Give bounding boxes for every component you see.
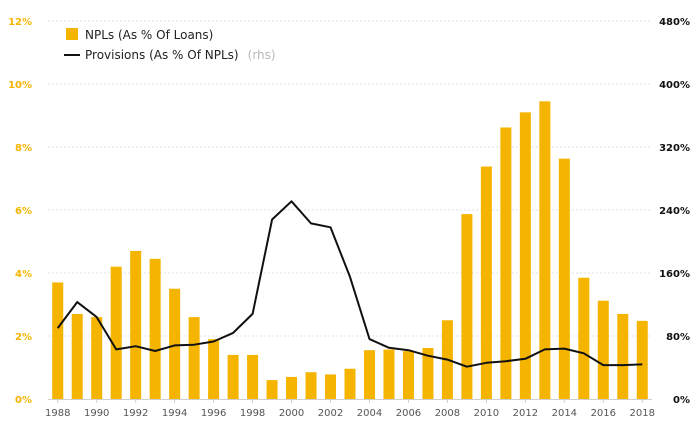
x-tick-label: 2000	[279, 408, 304, 419]
npl-bar-2000	[286, 376, 298, 399]
y-right-tick-label: 160%	[659, 269, 690, 280]
npl-bar-2017	[617, 313, 629, 399]
y-right-tick-label: 400%	[659, 80, 690, 91]
legend-label-npls: NPLs (As % Of Loans)	[85, 28, 213, 42]
legend-label-provisions-row: Provisions (As % Of NPLs) (rhs)	[85, 44, 276, 63]
npl-bar-2001	[305, 372, 317, 399]
npl-bar-1995	[188, 317, 200, 399]
npl-bar-1989	[71, 313, 83, 399]
npl-bar-1996	[208, 339, 220, 399]
y-right-tick-label: 480%	[659, 17, 690, 28]
npl-bar-2007	[422, 347, 434, 399]
npl-bar-2012	[519, 112, 531, 399]
npl-bar-2010	[480, 166, 492, 399]
y-left-tick-label: 0%	[15, 395, 32, 406]
y-left-tick-label: 10%	[8, 80, 32, 91]
npl-bar-1997	[227, 354, 239, 399]
grid-lines	[48, 20, 652, 337]
npl-bar-2015	[578, 277, 590, 399]
x-tick-label: 2008	[435, 408, 460, 419]
npl-bar-1988	[52, 282, 64, 399]
y-left-tick-label: 2%	[15, 332, 32, 343]
x-tick-label: 1998	[240, 408, 265, 419]
npl-bar-1999	[266, 380, 278, 399]
npl-bar-2011	[500, 127, 512, 399]
x-tick-label: 1992	[123, 408, 148, 419]
npl-bar-1998	[247, 354, 259, 399]
x-tick-label: 2012	[513, 408, 538, 419]
legend-label-provisions: Provisions (As % Of NPLs)	[85, 48, 239, 62]
npl-bar-1994	[169, 288, 181, 399]
npl-bar-1991	[110, 266, 122, 399]
legend-swatch-npls	[66, 28, 78, 40]
x-tick-label: 2018	[630, 408, 655, 419]
provisions-line-group	[56, 200, 643, 368]
npl-bar-1993	[149, 258, 161, 399]
y-left-tick-label: 6%	[15, 206, 32, 217]
npl-bar-2004	[363, 350, 375, 399]
y-right-tick-label: 240%	[659, 206, 690, 217]
x-tick-label: 2014	[552, 408, 577, 419]
y-right-tick-label: 0%	[673, 395, 690, 406]
x-tick-label: 2016	[591, 408, 616, 419]
y-left-tick-label: 4%	[15, 269, 32, 280]
npl-bar-2002	[325, 374, 337, 399]
provisions-line	[56, 200, 643, 368]
npl-bar-2006	[402, 351, 414, 399]
x-tick-label: 2010	[474, 408, 499, 419]
legend: NPLs (As % Of Loans) Provisions (As % Of…	[64, 28, 276, 63]
npl-bars	[52, 101, 648, 399]
x-tick-label: 2006	[396, 408, 421, 419]
legend-label-rhs: (rhs)	[248, 48, 276, 62]
y-right-tick-label: 80%	[666, 332, 690, 343]
npl-bar-2013	[539, 101, 551, 399]
x-tick-label: 2004	[357, 408, 382, 419]
npl-bar-2009	[461, 214, 473, 399]
y-right-tick-label: 320%	[659, 143, 690, 154]
npl-bar-2014	[558, 158, 570, 399]
npl-bar-1990	[91, 317, 103, 399]
npl-bar-2018	[636, 320, 648, 399]
axes: 0% 2% 4% 6% 8% 10% 12% 0% 80% 160% 240% 320% 400% 480…	[8, 17, 690, 419]
y-left-tick-label: 8%	[15, 143, 32, 154]
y-left-tick-label: 12%	[8, 17, 32, 28]
x-tick-label: 1996	[201, 408, 226, 419]
npl-bar-2016	[597, 300, 609, 399]
npl-bar-2005	[383, 349, 395, 399]
x-tick-label: 1994	[162, 408, 187, 419]
npl-bar-2003	[344, 368, 356, 399]
x-tick-label: 1990	[84, 408, 109, 419]
x-tick-label: 1988	[45, 408, 70, 419]
npl-bar-1992	[130, 250, 142, 399]
x-tick-label: 2002	[318, 408, 343, 419]
